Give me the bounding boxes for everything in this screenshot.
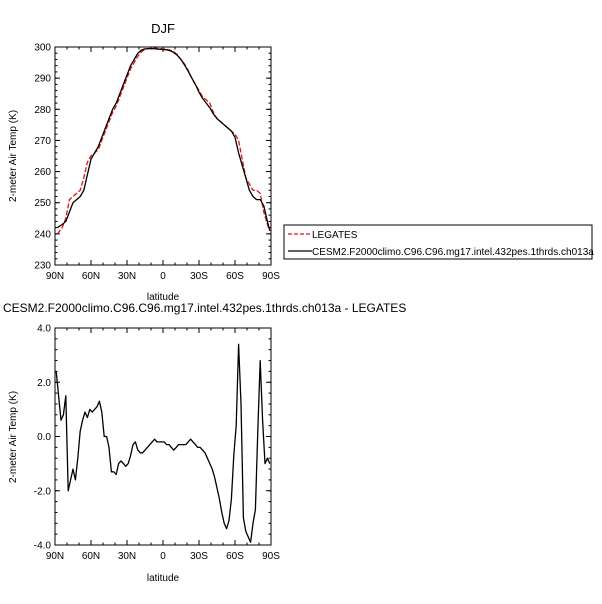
top-x-axis-label: latitude (147, 292, 180, 303)
top-x-tick-label: 90S (262, 271, 280, 282)
top-x-tick-label: 60S (226, 271, 244, 282)
bottom-x-tick-label: 30S (190, 551, 208, 562)
bottom-y-tick-label: -4.0 (34, 541, 52, 552)
top-series-lines (56, 47, 271, 235)
bottom-x-tick-label: 90N (46, 551, 64, 562)
bottom-y-tick-label: 0.0 (37, 432, 51, 443)
top-y-tick-label: 270 (34, 136, 51, 147)
top-y-tick-label: 260 (34, 167, 51, 178)
top-series-line-cesm (57, 47, 271, 231)
bottom-series-line-cesm (55, 343, 271, 543)
top-y-tick-label: 300 (34, 43, 51, 54)
top-x-tick-label: 30N (118, 271, 136, 282)
top-y-tick-label: 280 (34, 105, 51, 116)
top-chart-title: DJF (151, 21, 175, 36)
bottom-y-tick-label: 2.0 (37, 378, 51, 389)
top-y-tick-label: 290 (34, 74, 51, 85)
top-series-line-legates (56, 47, 271, 235)
top-x-tick-label: 60N (82, 271, 100, 282)
top-y-tick-label: 240 (34, 229, 51, 240)
legend: LEGATES CESM2.F2000climo.C96.C96.mg17.in… (283, 224, 594, 260)
bottom-series-lines (55, 343, 271, 543)
bottom-x-tick-label: 0 (160, 551, 166, 562)
top-x-tick-label: 30S (190, 271, 208, 282)
top-panel: DJF 90N 60N 30N 0 30S 60S 90S 230 240 250 260 270 28… (8, 21, 280, 303)
legend-label-cesm: CESM2.F2000climo.C96.C96.mg17.intel.432p… (312, 247, 594, 258)
top-x-tick-label: 0 (160, 271, 166, 282)
bottom-x-axis-label: latitude (147, 573, 180, 584)
bottom-x-tick-label: 60N (82, 551, 100, 562)
bottom-panel: CESM2.F2000climo.C96.C96.mg17.intel.432p… (3, 301, 406, 584)
bottom-y-axis-label: 2-meter Air Temp (K) (8, 391, 19, 483)
top-y-tick-label: 230 (34, 261, 51, 272)
bottom-y-tick-label: 4.0 (37, 324, 51, 335)
top-y-axis-label: 2-meter Air Temp (K) (8, 110, 19, 202)
bottom-chart-title: CESM2.F2000climo.C96.C96.mg17.intel.432p… (3, 301, 406, 315)
bottom-x-tick-label: 90S (262, 551, 280, 562)
top-ticks: 90N 60N 30N 0 30S 60S 90S 230 240 250 260 270 280 290… (34, 43, 280, 283)
bottom-ticks: 90N 60N 30N 0 30S 60S 90S 4.0 2.0 0.0 -2.0 -4.0 (34, 324, 280, 563)
bottom-x-tick-label: 30N (118, 551, 136, 562)
legend-label-legates: LEGATES (312, 230, 358, 241)
bottom-x-tick-label: 60S (226, 551, 244, 562)
top-y-tick-label: 250 (34, 198, 51, 209)
legend-box (283, 224, 593, 260)
top-plot-frame (54, 46, 272, 266)
bottom-y-tick-label: -2.0 (34, 486, 52, 497)
top-x-tick-label: 90N (46, 271, 64, 282)
